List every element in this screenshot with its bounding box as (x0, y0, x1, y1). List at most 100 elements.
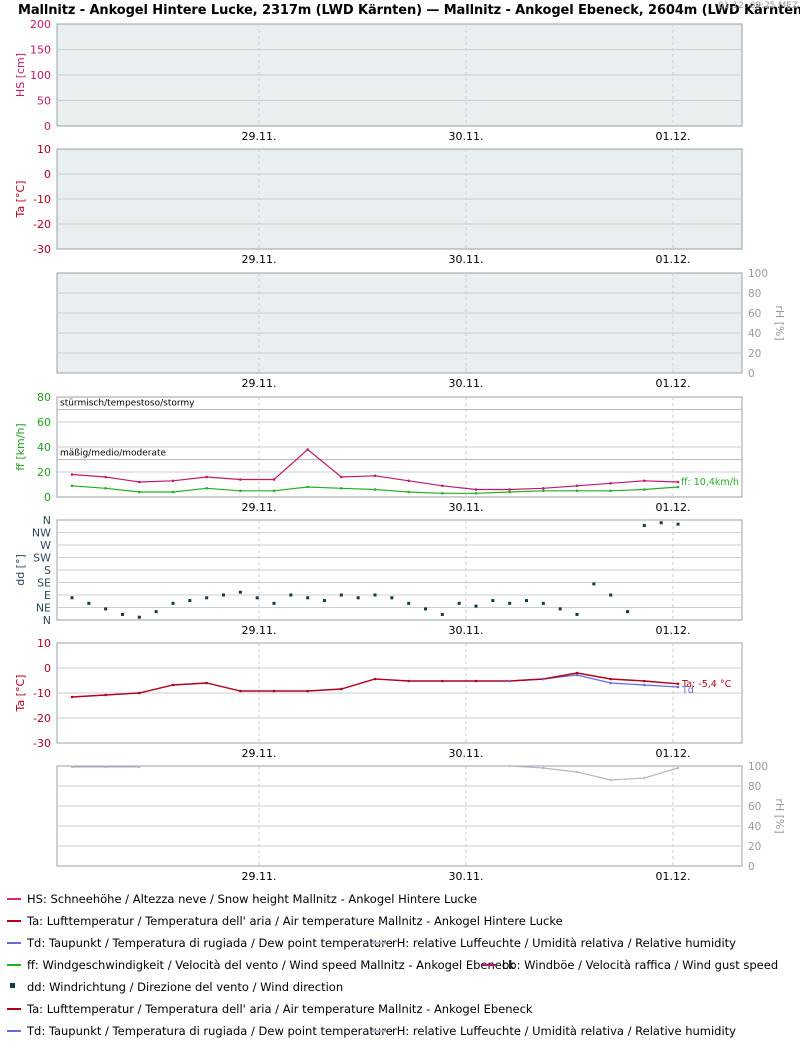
x-tick-label: 29.11. (242, 747, 277, 760)
data-point-ta (676, 682, 680, 686)
y-axis-label: rH [%] (773, 305, 786, 340)
y-tick-label: 150 (30, 44, 51, 57)
y-tick-label: 80 (37, 391, 51, 404)
data-point-ta (171, 683, 175, 687)
x-tick-label: 01.12. (656, 870, 691, 883)
y-tick-label: 100 (30, 69, 51, 82)
data-point-ff (609, 489, 612, 493)
y-tick-label: 0 (44, 662, 51, 675)
data-point-ff (138, 490, 141, 494)
y-axis-label: dd [°] (14, 554, 27, 586)
data-point-bb (373, 474, 377, 478)
timestamp: 01.12. 09:25 MEZ (718, 1, 798, 11)
x-tick-label: 01.12. (656, 130, 691, 143)
data-point-ta (575, 671, 579, 675)
data-point-ta (609, 677, 612, 681)
data-point-ta (474, 679, 478, 683)
data-point-td (676, 685, 680, 689)
data-point-bb (508, 488, 511, 491)
data-point-ta (138, 691, 141, 695)
data-point-dd (323, 599, 326, 603)
x-tick-label: 29.11. (242, 624, 277, 637)
y-axis-label: Ta [°C] (14, 675, 27, 713)
data-point-dd (238, 590, 242, 594)
data-point-bb (676, 480, 680, 484)
legend-label: Ta: Lufttemperatur / Temperatura dell' a… (27, 1002, 533, 1016)
x-tick-label: 30.11. (449, 624, 484, 637)
y-tick-label: -20 (33, 218, 51, 231)
y-tick-label: 20 (748, 841, 761, 853)
data-point-bb (104, 475, 107, 479)
data-point-ta (104, 693, 107, 697)
data-point-bb (70, 473, 74, 476)
data-point-dd (609, 593, 613, 597)
y-tick-label: 40 (748, 328, 761, 340)
legend-label: HS: Schneehöhe / Altezza neve / Snow hei… (27, 892, 478, 906)
data-point-dd (373, 593, 377, 597)
y-tick-label: 50 (37, 95, 51, 108)
data-point-ta (373, 677, 377, 681)
data-point-dd (339, 593, 343, 597)
data-point-dd (154, 610, 158, 614)
y-tick-label: 0 (44, 120, 51, 133)
data-point-rh (575, 770, 579, 774)
y-tick-label: E (44, 589, 51, 602)
y-tick-label: 60 (748, 801, 761, 813)
y-tick-label: -30 (33, 737, 51, 750)
data-point-ta (239, 689, 242, 693)
data-point-ff (205, 486, 208, 490)
legend-label: dd: Windrichtung / Direzione del vento /… (27, 980, 344, 994)
legend-label: ff: Windgeschwindigkeit / Velocità del v… (27, 958, 515, 972)
legend-swatch (372, 942, 386, 944)
legend-swatch (7, 942, 21, 944)
y-tick-label: 100 (748, 268, 768, 280)
data-point-bb (272, 478, 276, 481)
data-point-ta (70, 695, 74, 699)
plot-area-rh1 (56, 272, 743, 374)
data-point-ta (272, 689, 276, 693)
data-point-bb (138, 480, 141, 484)
data-point-bb (340, 475, 343, 479)
data-point-dd (424, 607, 427, 611)
data-point-dd (508, 601, 512, 605)
td-value-label: Td (681, 685, 694, 696)
data-point-ff (239, 489, 242, 493)
y-tick-label: 60 (37, 416, 51, 429)
data-point-ta (340, 687, 343, 691)
y-tick-label: N (43, 614, 51, 627)
data-point-ta (306, 689, 309, 693)
x-tick-label: 30.11. (449, 253, 484, 266)
data-point-ta (407, 679, 410, 683)
data-point-dd (541, 601, 545, 605)
data-point-dd (289, 593, 293, 597)
y-tick-label: 0 (44, 491, 51, 504)
data-point-ff (575, 489, 579, 493)
y-tick-label: 10 (37, 143, 51, 156)
data-point-dd (306, 596, 310, 600)
data-point-rh (643, 776, 646, 780)
data-point-dd (255, 596, 259, 600)
legend-swatch (7, 920, 21, 922)
y-tick-label: 0 (748, 861, 755, 873)
legend-label: Td: Taupunkt / Temperatura di rugiada / … (27, 936, 393, 950)
data-point-ff (508, 490, 511, 494)
x-tick-label: 29.11. (242, 870, 277, 883)
y-axis-label: HS [cm] (14, 53, 27, 97)
x-tick-label: 01.12. (656, 501, 691, 514)
data-point-bb (542, 486, 545, 490)
reference-line-label: mäßig/medio/moderate (60, 449, 167, 459)
data-point-ta (643, 679, 646, 683)
data-point-dd (407, 601, 411, 605)
y-tick-label: 40 (37, 441, 51, 454)
x-tick-label: 30.11. (449, 747, 484, 760)
y-tick-label: N (43, 514, 51, 527)
data-point-ta (205, 681, 208, 685)
legend-swatch (482, 964, 496, 966)
y-tick-label: 80 (748, 781, 761, 793)
data-point-dd (121, 612, 124, 616)
y-axis-label: ff [km/h] (14, 423, 27, 470)
y-tick-label: 80 (748, 288, 761, 300)
data-point-td (542, 677, 545, 681)
y-tick-label: -10 (33, 193, 51, 206)
